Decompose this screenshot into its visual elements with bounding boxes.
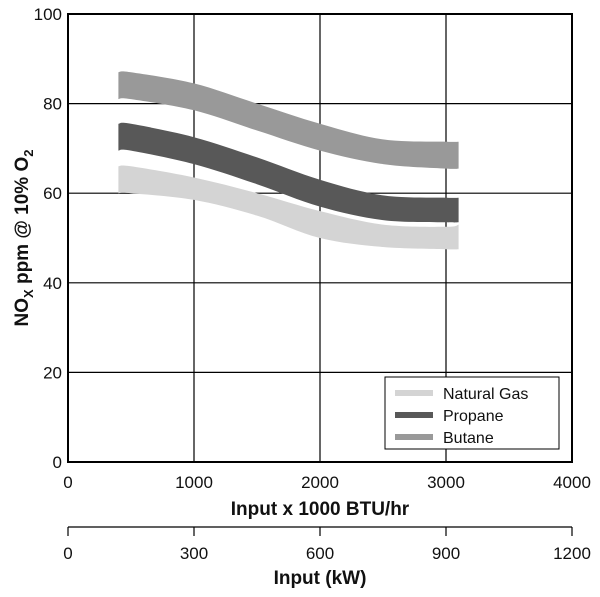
y-tick-label: 80 xyxy=(43,95,62,114)
legend-label: Natural Gas xyxy=(443,386,528,403)
secondary-x-tick-label: 1200 xyxy=(553,544,591,563)
x-axis-title: Input x 1000 BTU/hr xyxy=(231,499,410,520)
secondary-x-tick-label: 900 xyxy=(432,544,460,563)
band-butane xyxy=(118,71,459,169)
y-axis-ticks: 0 20 40 60 80 100 xyxy=(34,5,62,472)
legend-label: Butane xyxy=(443,430,494,447)
band-propane xyxy=(118,122,459,223)
secondary-x-axis-title: Input (kW) xyxy=(274,568,367,589)
y-axis-title-subscript: X xyxy=(21,289,36,298)
x-tick-label: 1000 xyxy=(175,473,213,492)
x-tick-label: 3000 xyxy=(427,473,465,492)
y-tick-label: 60 xyxy=(43,184,62,203)
x-axis-ticks: 0 1000 2000 3000 4000 xyxy=(63,473,591,492)
x-tick-label: 4000 xyxy=(553,473,591,492)
y-tick-label: 100 xyxy=(34,5,62,24)
legend-swatch xyxy=(395,434,433,440)
secondary-x-tick-label: 300 xyxy=(180,544,208,563)
y-tick-label: 40 xyxy=(43,274,62,293)
y-axis-title-part: ppm @ 10% O xyxy=(12,157,33,290)
band-natural-gas xyxy=(118,165,459,250)
secondary-x-tick-label: 600 xyxy=(306,544,334,563)
y-axis-title-part: NO xyxy=(12,298,33,327)
y-axis-title-subscript: 2 xyxy=(21,150,36,157)
legend-swatch xyxy=(395,412,433,418)
plot-frame xyxy=(67,13,573,463)
y-tick-label: 0 xyxy=(53,453,62,472)
legend-swatch xyxy=(395,390,433,396)
x-tick-label: 2000 xyxy=(301,473,339,492)
x-tick-label: 0 xyxy=(63,473,72,492)
data-bands xyxy=(118,71,459,250)
legend-label: Propane xyxy=(443,408,504,425)
secondary-x-tick-label: 0 xyxy=(63,544,72,563)
y-tick-label: 20 xyxy=(43,363,62,382)
secondary-x-axis-ticks: 0 300 600 900 1200 xyxy=(63,527,591,563)
legend: Natural Gas Propane Butane xyxy=(384,376,560,450)
y-axis-title: NOX ppm @ 10% O2 xyxy=(12,150,36,327)
